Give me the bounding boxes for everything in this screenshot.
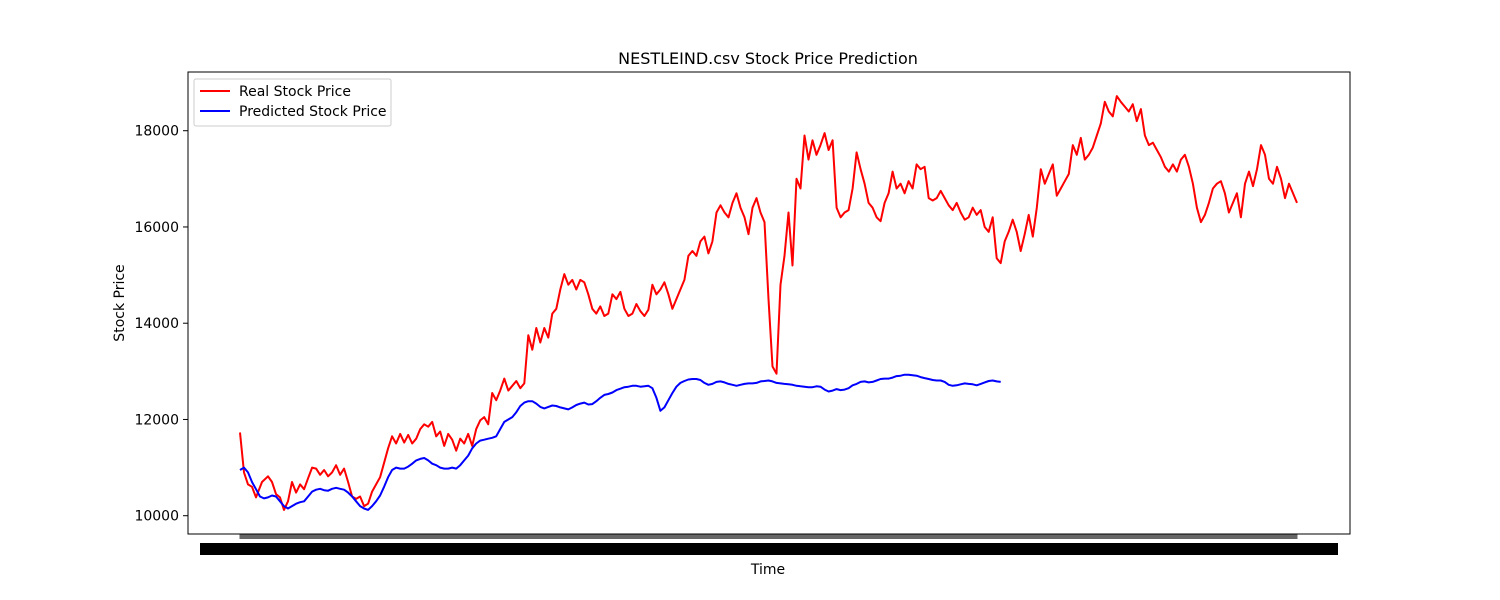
- x-tick-label-band: [200, 543, 1338, 555]
- x-axis-label: Time: [750, 562, 785, 578]
- legend-label-real: Real Stock Price: [239, 84, 351, 100]
- series-line-real: [239, 95, 1298, 511]
- legend: Real Stock Price Predicted Stock Price: [193, 78, 392, 127]
- legend-label-predicted: Predicted Stock Price: [239, 104, 387, 120]
- x-axis: [200, 534, 1338, 555]
- y-tick-label: 16000: [134, 220, 179, 236]
- y-tick-label: 10000: [134, 509, 179, 525]
- series-line-predicted: [239, 373, 1001, 511]
- y-axis: 10000 12000 14000 16000 18000: [134, 124, 188, 525]
- y-tick-label: 12000: [134, 412, 179, 428]
- legend-box: [193, 78, 392, 127]
- y-axis-label: Stock Price: [112, 264, 128, 341]
- chart-title: NESTLEIND.csv Stock Price Prediction: [618, 49, 918, 68]
- y-tick-label: 18000: [134, 124, 179, 140]
- y-tick-label: 14000: [134, 316, 179, 332]
- series-layer: [239, 95, 1298, 511]
